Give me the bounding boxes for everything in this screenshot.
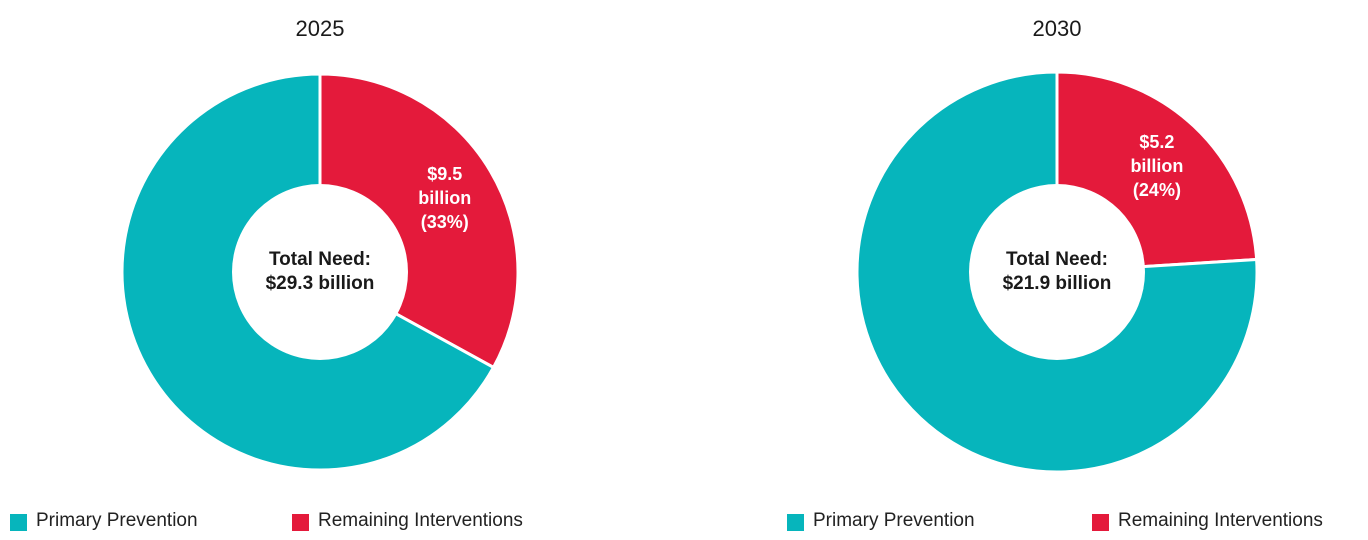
donut-hole xyxy=(969,184,1145,360)
center-label: Total Need: $29.3 billion xyxy=(265,249,375,294)
slice xyxy=(855,70,1259,474)
value-label: $5.2 billion (24%) xyxy=(1130,131,1184,200)
legend-label: Primary Prevention xyxy=(36,510,198,531)
legend-label: Remaining Interventions xyxy=(318,510,523,531)
legend-swatch xyxy=(1092,514,1109,531)
center-label: Total Need: $21.9 billion xyxy=(1002,249,1112,294)
legend-label: Remaining Interventions xyxy=(1118,510,1323,531)
legend-swatch xyxy=(10,514,27,531)
legend-swatch xyxy=(787,514,804,531)
legend-label: Primary Prevention xyxy=(813,510,975,531)
value-label: $9.5 billion (33%) xyxy=(418,164,472,233)
chart-title: 2030 xyxy=(1032,16,1082,41)
chart-title: 2025 xyxy=(295,16,345,41)
legend-swatch xyxy=(292,514,309,531)
donut-hole xyxy=(232,184,408,360)
